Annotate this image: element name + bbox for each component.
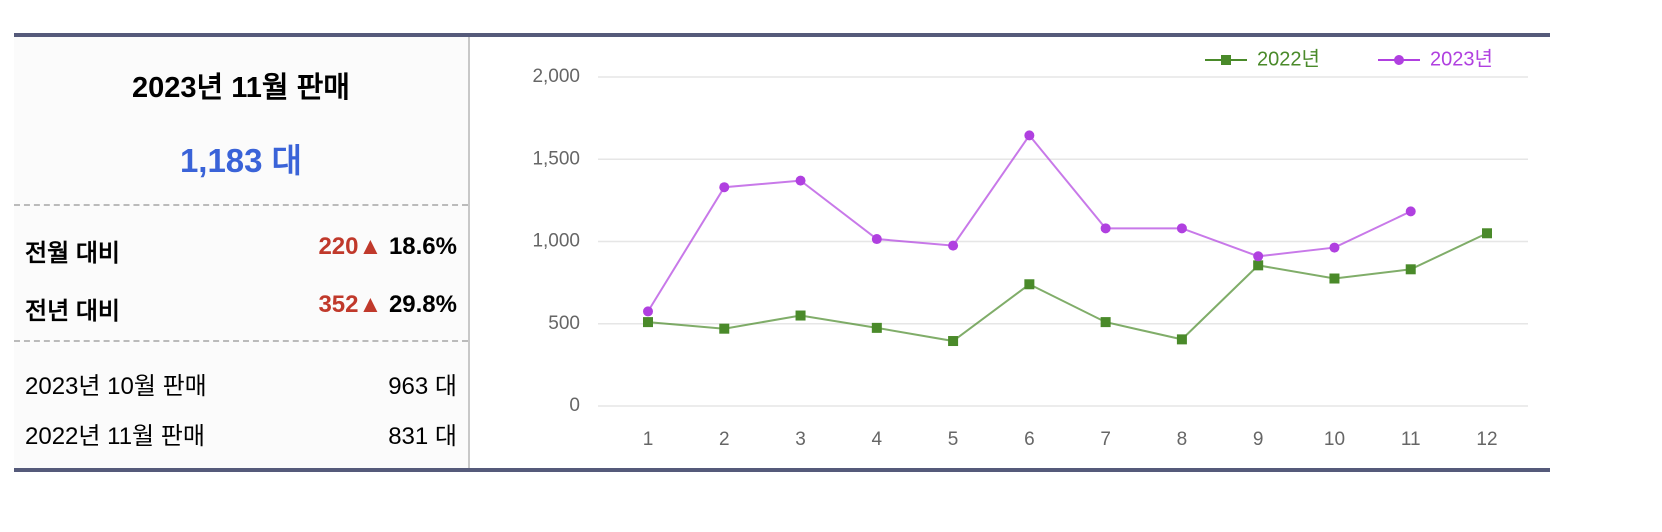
- summary-total: 1,183 대: [179, 142, 303, 179]
- x-tick-label: 10: [1324, 429, 1345, 450]
- point: [948, 336, 959, 347]
- x-tick-label: 11: [1401, 429, 1421, 450]
- summary-title: 2023년 11월 판매: [131, 72, 350, 104]
- comparison-value: 352▲ 29.8%: [318, 291, 457, 326]
- diff: 220: [318, 233, 359, 260]
- y-tick-label: 500: [548, 313, 580, 334]
- point: [1405, 264, 1416, 275]
- legend-marker: [1394, 55, 1404, 65]
- point: [1176, 223, 1187, 234]
- point: [1253, 260, 1264, 271]
- diff: 352: [318, 291, 359, 318]
- x-tick-label: 2: [719, 429, 730, 450]
- detail-row: 2023년 10월 판매 963 대: [25, 366, 457, 401]
- point: [795, 175, 806, 186]
- x-tick-label: 6: [1024, 429, 1035, 450]
- point: [948, 240, 959, 251]
- x-tick-label: 8: [1177, 429, 1188, 450]
- detail-label: 2022년 11월 판매: [25, 423, 205, 450]
- legend-label: 2023년: [1430, 47, 1493, 70]
- y-tick-label: 2,000: [532, 66, 580, 87]
- top-border: [14, 33, 1550, 37]
- arrow: ▲: [358, 233, 383, 260]
- divider: [14, 340, 468, 342]
- y-tick-label: 0: [569, 395, 580, 416]
- x-tick-label: 5: [948, 429, 959, 450]
- comparison-row: 전년 대비 352▲ 29.8%: [25, 291, 457, 326]
- comparison-label: 전년 대비: [25, 298, 120, 325]
- pct: 18.6%: [388, 233, 457, 260]
- point: [1100, 317, 1111, 328]
- point: [1176, 334, 1187, 345]
- point: [1329, 273, 1340, 284]
- x-tick-label: 1: [643, 429, 654, 450]
- point: [1482, 228, 1492, 239]
- series-line: [647, 232, 1488, 343]
- detail-row: 2022년 11월 판매 831 대: [25, 416, 457, 451]
- point: [871, 322, 882, 333]
- arrow: ▲: [358, 291, 383, 318]
- divider: [14, 204, 468, 206]
- y-tick-label: 1,500: [532, 148, 580, 169]
- point: [719, 182, 730, 193]
- pct: 29.8%: [388, 291, 457, 318]
- y-tick-label: 1,000: [532, 231, 580, 252]
- point: [643, 317, 653, 328]
- point: [643, 306, 653, 317]
- point: [1100, 223, 1111, 234]
- comparison-label: 전월 대비: [25, 240, 120, 267]
- x-tick-label: 3: [795, 429, 806, 450]
- bottom-border: [14, 468, 1550, 472]
- point: [795, 310, 806, 321]
- point: [1024, 279, 1035, 290]
- comparison-row: 전월 대비 220▲ 18.6%: [25, 233, 457, 268]
- x-tick-label: 4: [872, 429, 883, 450]
- point: [871, 234, 882, 245]
- point: [1329, 242, 1340, 253]
- x-tick-label: 12: [1476, 429, 1497, 450]
- legend-label: 2022년: [1257, 47, 1320, 70]
- point: [1253, 251, 1264, 262]
- comparison-value: 220▲ 18.6%: [318, 233, 457, 268]
- detail-value: 831 대: [388, 423, 457, 450]
- x-tick-label: 7: [1100, 429, 1111, 450]
- detail-value: 963 대: [388, 373, 457, 400]
- detail-label: 2023년 10월 판매: [25, 373, 207, 400]
- x-tick-label: 9: [1253, 429, 1264, 450]
- point: [1405, 206, 1416, 217]
- point: [719, 323, 730, 334]
- legend-marker: [1221, 55, 1231, 65]
- left-panel: [14, 37, 470, 468]
- point: [1024, 130, 1035, 141]
